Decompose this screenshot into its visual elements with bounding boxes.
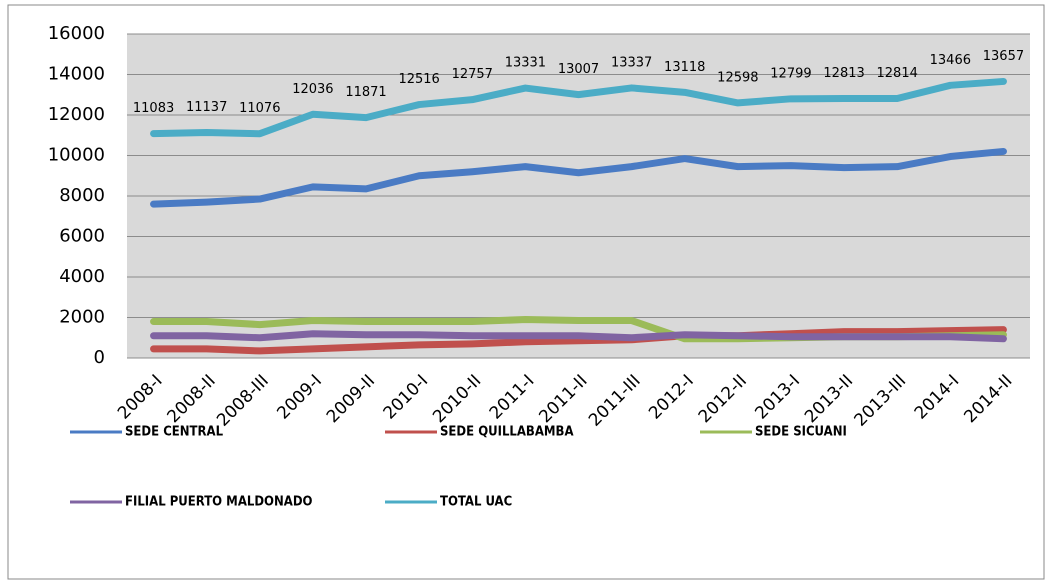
- y-tick-label: 16000: [48, 23, 105, 44]
- series-line: [150, 147, 1007, 208]
- legend-label: TOTAL UAC: [440, 495, 512, 510]
- data-label: 12757: [452, 67, 493, 82]
- y-tick-label: 14000: [48, 64, 105, 85]
- data-label: 13657: [983, 49, 1024, 64]
- data-label: 13007: [558, 62, 599, 77]
- data-label: 12598: [717, 70, 758, 85]
- legend-label: SEDE QUILLABAMBA: [440, 425, 574, 440]
- series-line: [150, 326, 1007, 355]
- legend-label: FILIAL PUERTO MALDONADO: [125, 495, 313, 510]
- data-label: 13118: [664, 60, 705, 75]
- y-tick-label: 0: [94, 347, 105, 368]
- y-tick-label: 12000: [48, 104, 105, 125]
- data-label: 12814: [877, 66, 918, 81]
- series-line: [150, 77, 1007, 138]
- data-label: 12036: [292, 82, 333, 97]
- data-label: 13466: [930, 53, 971, 68]
- data-label: 11871: [345, 85, 386, 100]
- data-label: 12813: [823, 66, 864, 81]
- legend-label: SEDE SICUANI: [755, 425, 847, 440]
- y-tick-label: 2000: [59, 307, 105, 328]
- data-label: 12799: [770, 66, 811, 81]
- data-label: 12516: [398, 72, 439, 87]
- y-tick-label: 6000: [59, 226, 105, 247]
- legend-label: SEDE CENTRAL: [125, 425, 224, 440]
- y-tick-label: 4000: [59, 266, 105, 287]
- data-label: 11083: [133, 101, 174, 116]
- series-line: [150, 330, 1007, 343]
- data-label: 11076: [239, 101, 280, 116]
- data-label: 13331: [505, 56, 546, 71]
- y-tick-label: 10000: [48, 145, 105, 166]
- data-label: 13337: [611, 55, 652, 70]
- y-tick-label: 8000: [59, 185, 105, 206]
- data-label: 11137: [186, 100, 227, 115]
